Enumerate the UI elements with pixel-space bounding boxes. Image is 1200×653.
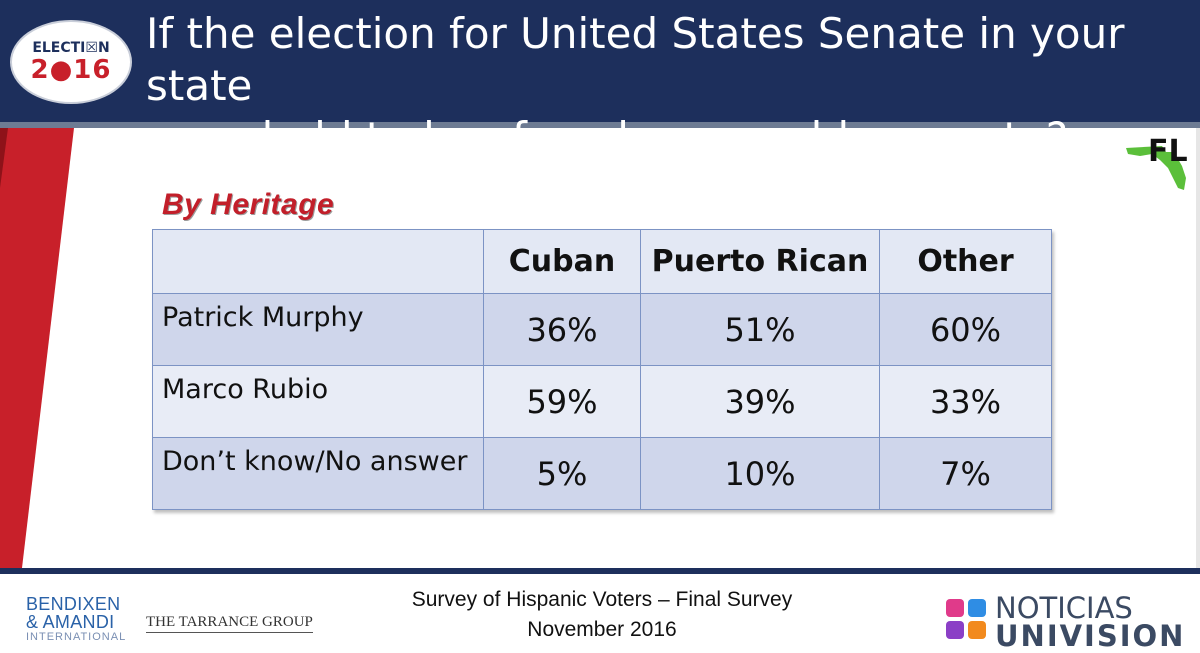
cell-value: 5% (483, 437, 641, 510)
red-accent-stripe (0, 128, 74, 568)
election-2016-logo: ELECTI☒N 2●16 (12, 22, 130, 102)
cell-value: 51% (640, 293, 880, 366)
noticias-text: NOTICIAS (995, 591, 1133, 625)
footer-rule (0, 568, 1200, 574)
logo-year-text: 2●16 (30, 55, 112, 85)
florida-map-icon (1126, 146, 1186, 190)
bendixen-line-3: INTERNATIONAL (26, 631, 127, 643)
title-line-2: were held today, for whom would you vote… (146, 113, 1069, 162)
row-label-murphy: Patrick Murphy (152, 293, 484, 366)
state-label: FL (1148, 134, 1188, 169)
footer (0, 574, 1200, 645)
right-edge-shadow (1196, 128, 1200, 568)
cell-value: 59% (483, 365, 641, 438)
results-table: Cuban Puerto Rican Other Patrick Murphy … (152, 229, 1052, 510)
cell-value: 60% (879, 293, 1052, 366)
noticias-univision-logo: NOTICIAS UNIVISION (995, 591, 1186, 653)
title-line-1: If the election for United States Senate… (146, 9, 1125, 110)
column-header-other: Other (879, 229, 1052, 294)
table-row: Patrick Murphy 36% 51% 60% (152, 293, 1052, 366)
table-corner-cell (152, 229, 484, 294)
univision-text: UNIVISION (995, 619, 1186, 653)
cell-value: 10% (640, 437, 880, 510)
table-row: Marco Rubio 59% 39% 33% (152, 365, 1052, 438)
cell-value: 7% (879, 437, 1052, 510)
table-row: Don’t know/No answer 5% 10% 7% (152, 437, 1052, 510)
row-label-dont-know: Don’t know/No answer (152, 437, 484, 510)
bendixen-amandi-logo: BENDIXEN & AMANDI INTERNATIONAL (26, 595, 126, 643)
cell-value: 39% (640, 365, 880, 438)
survey-caption: Survey of Hispanic Voters – Final Survey… (392, 585, 812, 645)
survey-date: November 2016 (527, 618, 677, 641)
survey-title: Survey of Hispanic Voters – Final Survey (411, 588, 793, 611)
column-header-puerto-rican: Puerto Rican (640, 229, 880, 294)
cell-value: 33% (879, 365, 1052, 438)
row-label-rubio: Marco Rubio (152, 365, 484, 438)
header-band (0, 0, 1200, 122)
logo-election-text: ELECTI☒N (32, 40, 110, 56)
univision-logo-icon (946, 599, 986, 639)
header-underline (0, 122, 1200, 128)
section-heading: By Heritage (162, 188, 335, 221)
column-header-cuban: Cuban (483, 229, 641, 294)
bendixen-line-2: & AMANDI (26, 612, 115, 632)
cell-value: 36% (483, 293, 641, 366)
slide-title: If the election for United States Senate… (146, 8, 1186, 164)
tarrance-group-logo: THE TARRANCE GROUP (146, 614, 313, 633)
bendixen-line-1: BENDIXEN (26, 594, 121, 614)
table-header-row: Cuban Puerto Rican Other (152, 229, 1052, 294)
